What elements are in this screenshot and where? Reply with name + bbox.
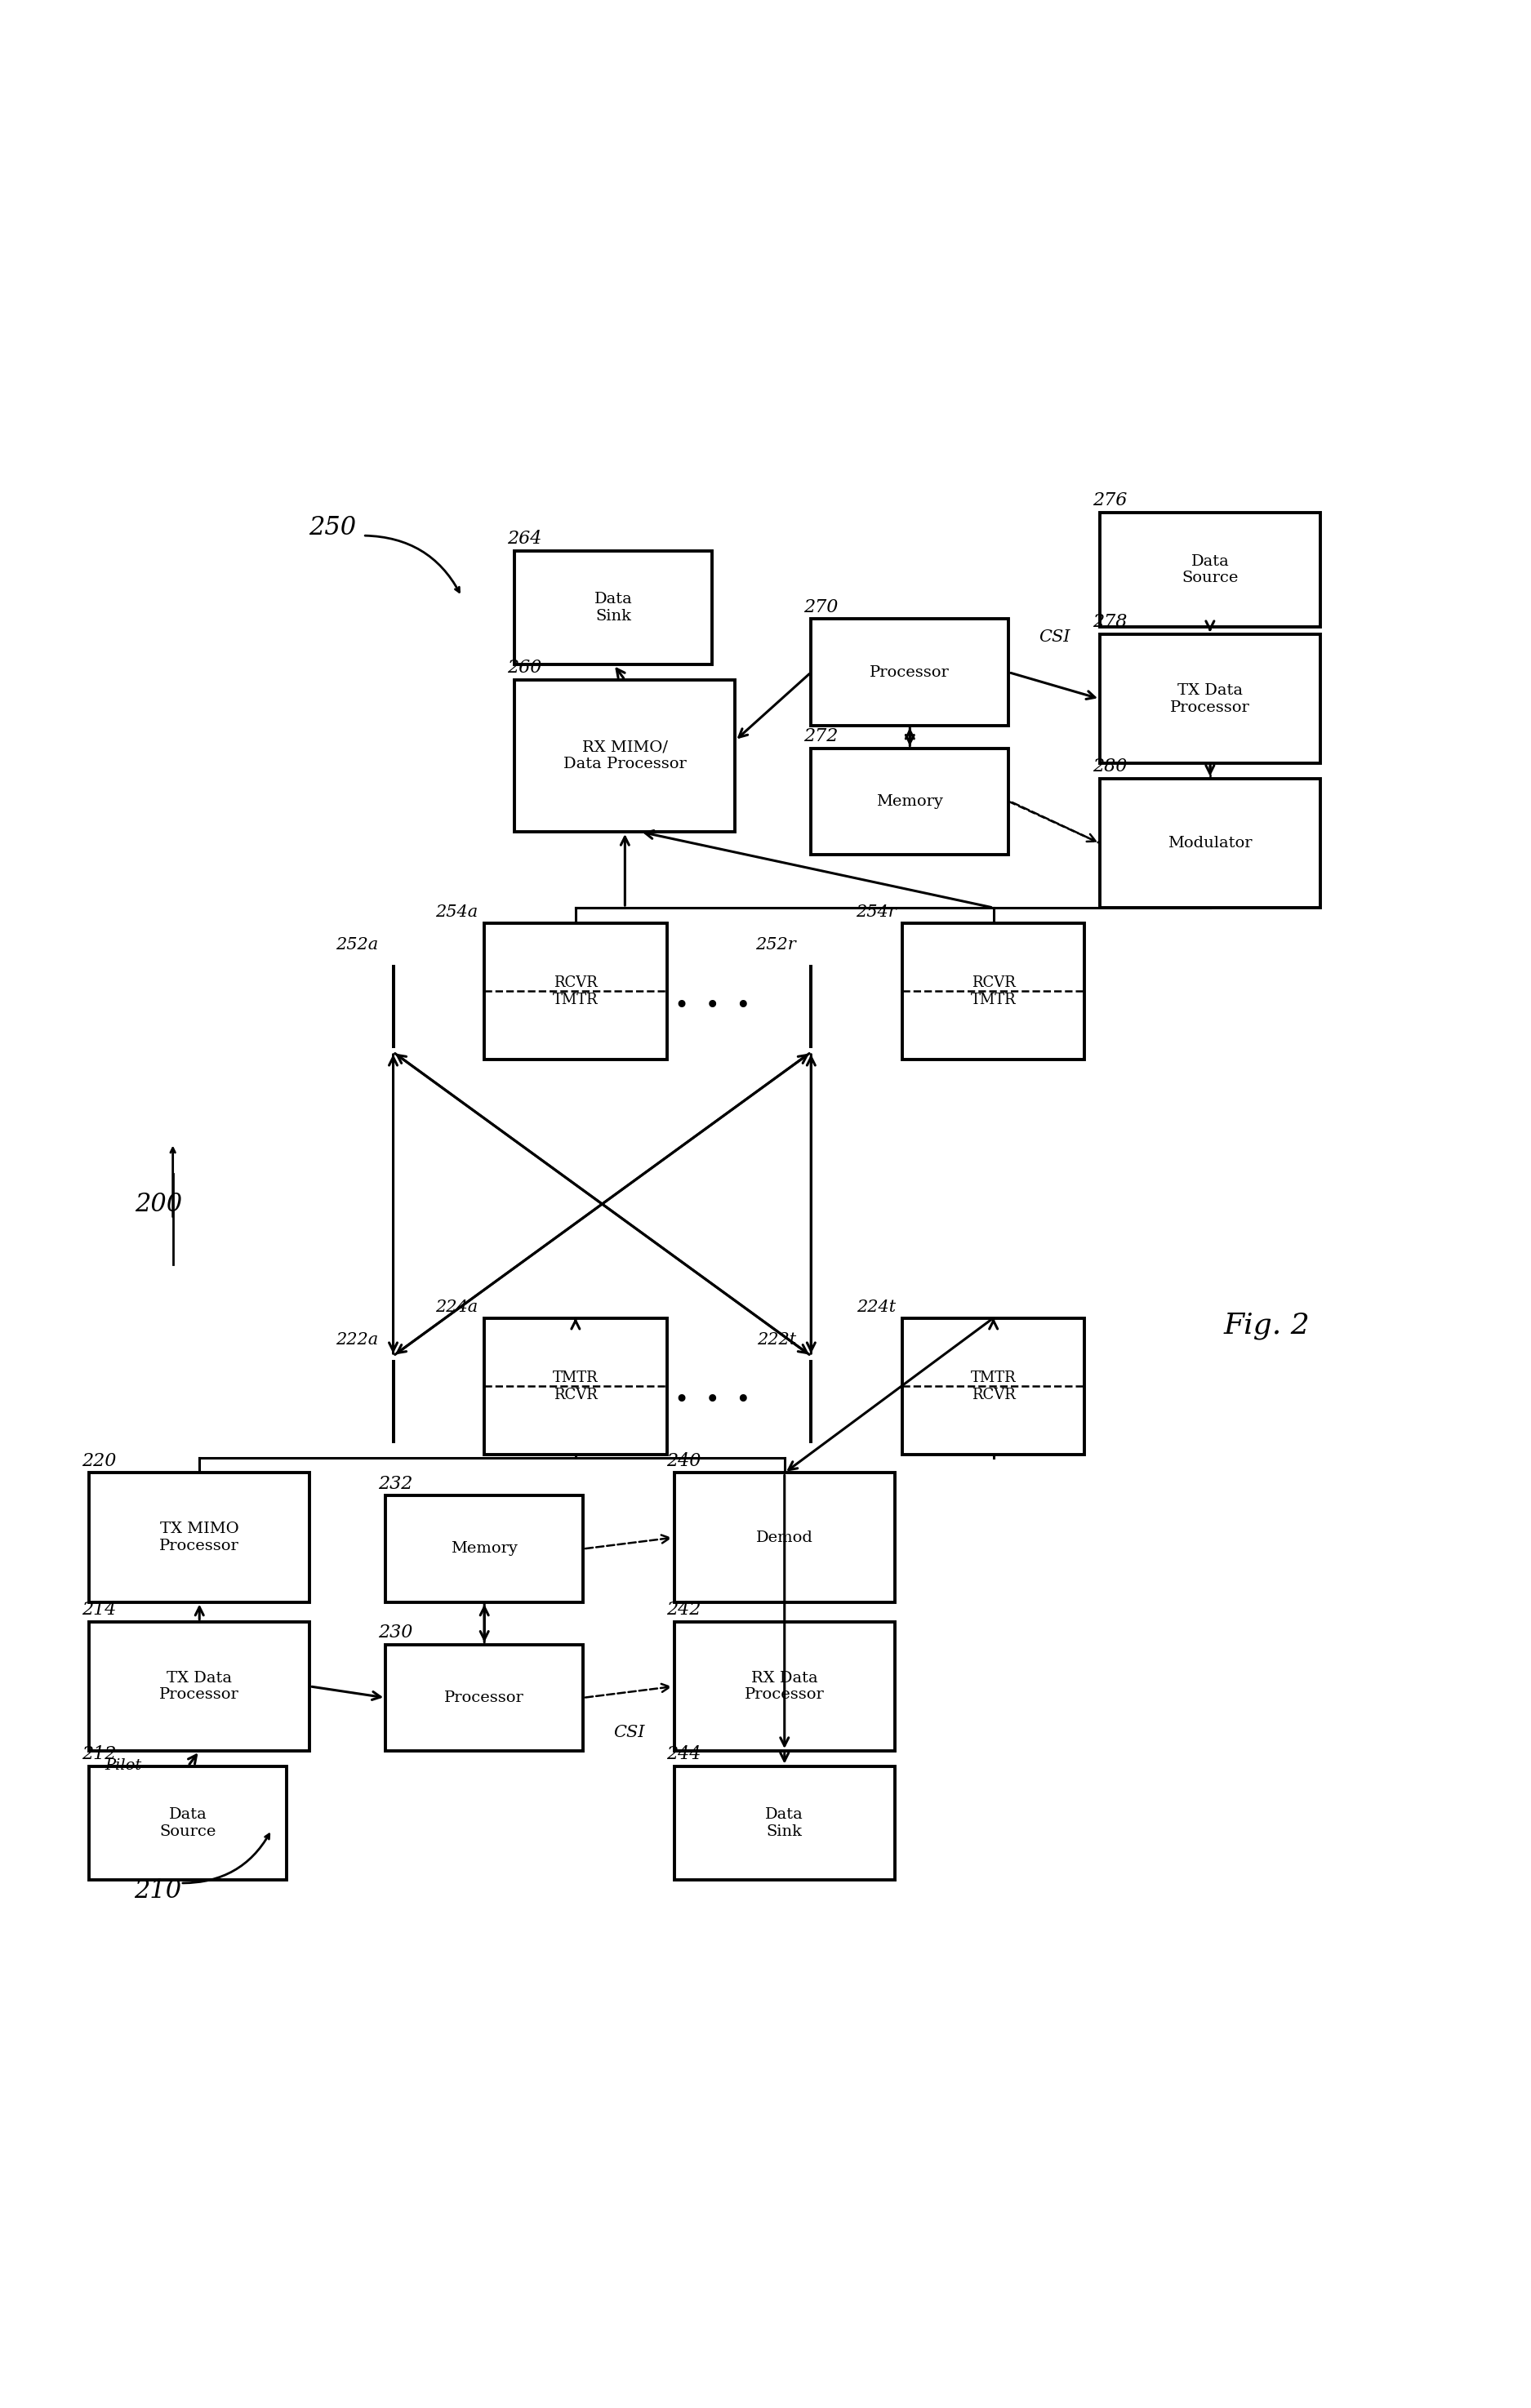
FancyBboxPatch shape <box>484 1317 666 1454</box>
Text: 224a: 224a <box>436 1300 478 1315</box>
Text: TX Data
Processor: TX Data Processor <box>159 1671 239 1702</box>
Text: 222t: 222t <box>756 1332 796 1348</box>
FancyBboxPatch shape <box>674 1765 894 1881</box>
Text: Data
Source: Data Source <box>1182 554 1239 585</box>
Text: 270: 270 <box>804 597 837 616</box>
Text: 240: 240 <box>666 1452 701 1469</box>
Text: Processor: Processor <box>870 665 949 679</box>
FancyBboxPatch shape <box>674 1474 894 1601</box>
Text: CSI: CSI <box>1038 628 1070 645</box>
Text: 244: 244 <box>666 1746 701 1763</box>
Text: TX MIMO
Processor: TX MIMO Processor <box>159 1522 239 1553</box>
Text: RCVR
TMTR: RCVR TMTR <box>971 975 1017 1007</box>
Text: 224t: 224t <box>857 1300 896 1315</box>
Text: 200: 200 <box>135 1192 182 1216</box>
Text: Demod: Demod <box>756 1529 813 1546</box>
FancyBboxPatch shape <box>902 922 1084 1060</box>
Text: CSI: CSI <box>612 1724 645 1741</box>
Text: RX Data
Processor: RX Data Processor <box>744 1671 824 1702</box>
Text: Fig. 2: Fig. 2 <box>1223 1312 1311 1339</box>
Text: 260: 260 <box>507 660 542 677</box>
FancyBboxPatch shape <box>1099 778 1320 908</box>
Text: 214: 214 <box>81 1601 116 1618</box>
Text: 222a: 222a <box>335 1332 378 1348</box>
Text: 210: 210 <box>133 1878 181 1902</box>
Text: 212: 212 <box>81 1746 116 1763</box>
Text: 276: 276 <box>1092 491 1127 510</box>
FancyBboxPatch shape <box>386 1645 583 1751</box>
FancyBboxPatch shape <box>89 1474 309 1601</box>
Text: 232: 232 <box>378 1474 412 1493</box>
Text: RX MIMO/
Data Processor: RX MIMO/ Data Processor <box>563 739 686 771</box>
FancyBboxPatch shape <box>89 1765 286 1881</box>
FancyBboxPatch shape <box>902 1317 1084 1454</box>
Text: 220: 220 <box>81 1452 116 1469</box>
Text: RCVR
TMTR: RCVR TMTR <box>553 975 599 1007</box>
Text: •  •  •: • • • <box>674 995 750 1019</box>
Text: 254a: 254a <box>436 905 478 920</box>
Text: Data
Sink: Data Sink <box>594 592 632 624</box>
Text: 280: 280 <box>1092 759 1127 775</box>
Text: 264: 264 <box>507 530 542 547</box>
FancyBboxPatch shape <box>514 551 712 665</box>
FancyBboxPatch shape <box>811 619 1009 725</box>
Text: TMTR
RCVR: TMTR RCVR <box>553 1370 599 1401</box>
FancyBboxPatch shape <box>811 749 1009 855</box>
Text: 252r: 252r <box>755 937 796 954</box>
Text: 252a: 252a <box>335 937 378 954</box>
Text: TMTR
RCVR: TMTR RCVR <box>971 1370 1017 1401</box>
Text: 230: 230 <box>378 1623 412 1642</box>
FancyBboxPatch shape <box>674 1621 894 1751</box>
FancyBboxPatch shape <box>386 1495 583 1601</box>
FancyBboxPatch shape <box>1099 513 1320 626</box>
Text: Memory: Memory <box>452 1541 517 1556</box>
Text: Modulator: Modulator <box>1168 836 1252 850</box>
Text: Memory: Memory <box>876 795 943 809</box>
Text: 242: 242 <box>666 1601 701 1618</box>
Text: Processor: Processor <box>444 1690 524 1705</box>
FancyBboxPatch shape <box>1099 633 1320 763</box>
Text: 272: 272 <box>804 727 837 744</box>
Text: Data
Source: Data Source <box>159 1808 216 1840</box>
Text: TX Data
Processor: TX Data Processor <box>1170 684 1249 715</box>
Text: Data
Sink: Data Sink <box>766 1808 804 1840</box>
Text: •  •  •: • • • <box>674 1389 750 1413</box>
FancyBboxPatch shape <box>484 922 666 1060</box>
Text: 250: 250 <box>309 515 357 542</box>
Text: 278: 278 <box>1092 614 1127 631</box>
Text: 254r: 254r <box>856 905 896 920</box>
FancyBboxPatch shape <box>89 1621 309 1751</box>
FancyBboxPatch shape <box>514 679 735 831</box>
Text: Pilot: Pilot <box>104 1758 141 1772</box>
